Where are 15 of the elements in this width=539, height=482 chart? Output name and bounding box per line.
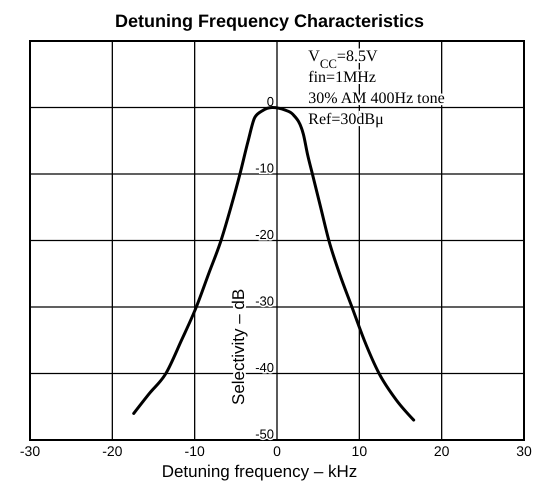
x-tick-label: 10 <box>352 442 368 459</box>
x-tick-label: 30 <box>516 442 532 459</box>
x-tick-label: -20 <box>102 442 123 459</box>
y-tick-label: -40 <box>255 360 274 376</box>
y-tick-label: 0 <box>266 94 274 110</box>
y-tick-label: -20 <box>255 227 274 242</box>
y-axis-title: Selectivity – dB <box>229 288 248 406</box>
x-tick-label: 20 <box>434 442 450 459</box>
x-tick-label: -10 <box>184 442 205 459</box>
y-tick-label: -30 <box>255 294 274 309</box>
y-tick-label: -50 <box>255 426 274 442</box>
y-tick-label: -10 <box>255 160 274 176</box>
chart-title: Detuning Frequency Characteristics <box>114 11 424 31</box>
x-tick-label: -30 <box>20 442 40 459</box>
x-axis-title: Detuning frequency – kHz <box>162 462 358 481</box>
